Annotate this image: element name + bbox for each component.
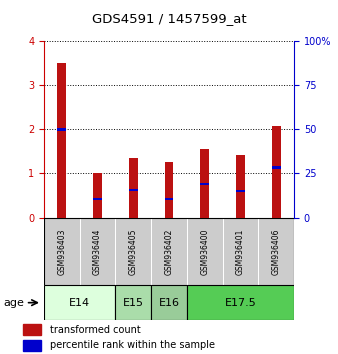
Text: E16: E16 [159,298,179,308]
Bar [200,183,209,185]
Bar [200,149,209,218]
Bar [57,63,66,218]
Text: transformed count: transformed count [50,325,141,335]
Bar [165,198,173,200]
Bar [129,158,138,218]
Bar [187,218,223,285]
Bar [129,188,138,191]
Text: GSM936403: GSM936403 [57,228,66,275]
Text: E17.5: E17.5 [224,298,256,308]
Bar [80,218,115,285]
Bar [44,285,115,320]
Bar [223,218,258,285]
Text: GSM936404: GSM936404 [93,228,102,275]
Bar [258,218,294,285]
Bar [93,198,102,200]
Text: GSM936406: GSM936406 [272,228,281,275]
Text: GDS4591 / 1457599_at: GDS4591 / 1457599_at [92,12,246,25]
Bar [115,218,151,285]
Bar [115,285,151,320]
Text: GSM936401: GSM936401 [236,228,245,275]
Bar [187,285,294,320]
Bar [236,155,245,218]
Bar [93,173,102,218]
Text: GSM936402: GSM936402 [165,228,173,275]
Bar [272,126,281,218]
Text: percentile rank within the sample: percentile rank within the sample [50,341,215,350]
Text: GSM936405: GSM936405 [129,228,138,275]
Bar [236,190,245,193]
Text: age: age [3,298,24,308]
Bar [44,218,80,285]
Text: GSM936400: GSM936400 [200,228,209,275]
Bar [151,285,187,320]
Bar [23,340,41,351]
Bar [23,324,41,335]
Bar [151,218,187,285]
Bar [57,128,66,131]
Bar [165,161,173,218]
Bar [272,166,281,169]
Text: E14: E14 [69,298,90,308]
Text: E15: E15 [123,298,144,308]
